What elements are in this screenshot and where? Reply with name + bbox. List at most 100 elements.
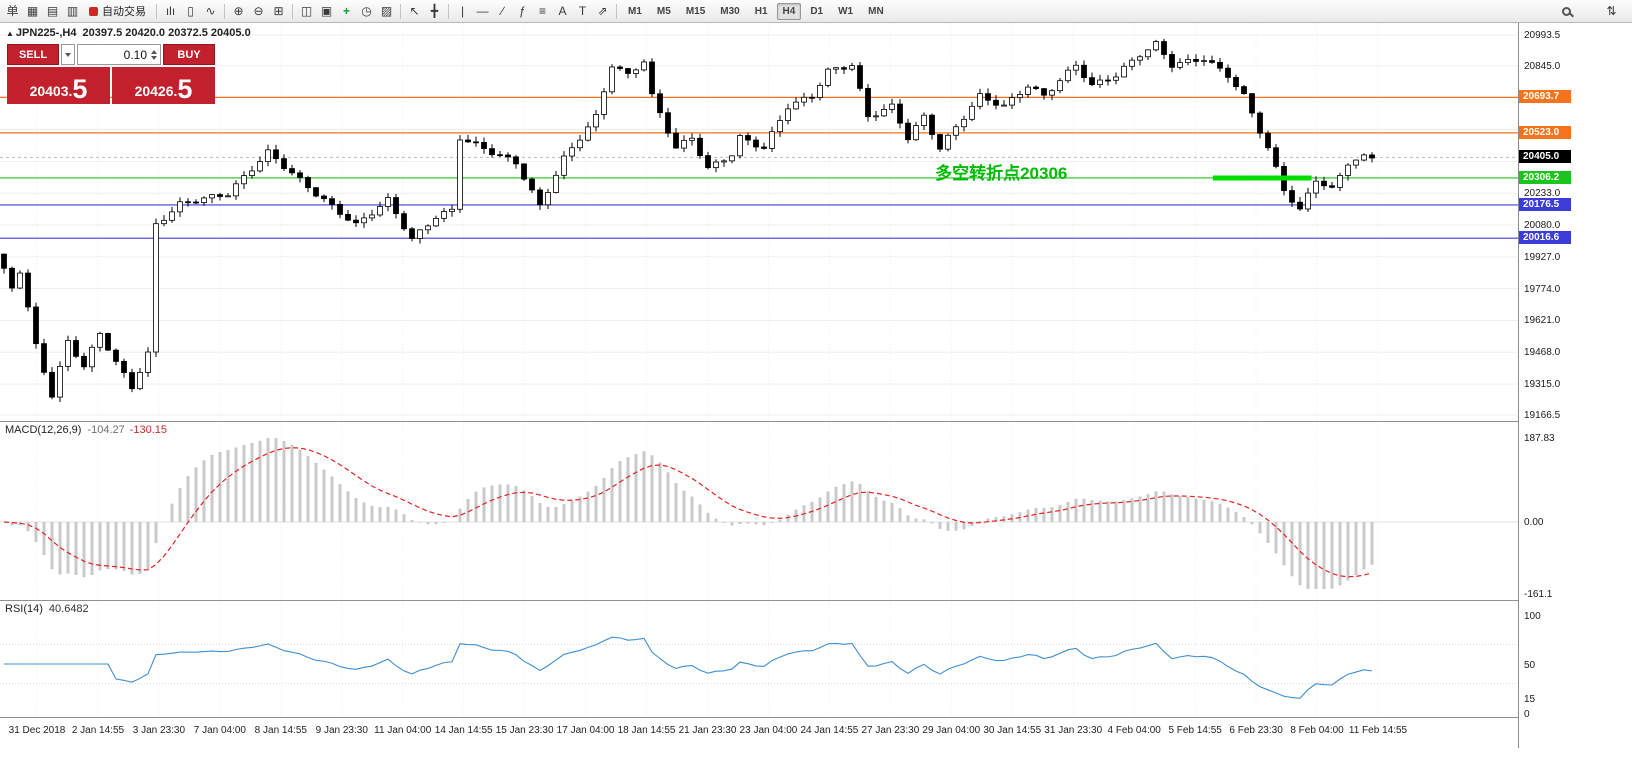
macd-value-main: -104.27	[87, 424, 125, 436]
periodicity-icon[interactable]: ◷	[361, 4, 372, 18]
arrows-icon[interactable]: ⇗	[597, 4, 608, 18]
timeframe-d1[interactable]: D1	[810, 5, 824, 17]
toolbar-separator	[224, 3, 225, 19]
tile-windows-icon[interactable]: ⊞	[273, 4, 284, 18]
autotrade-button[interactable]: 自动交易	[83, 2, 152, 21]
axis-label: 20233.0	[1524, 188, 1561, 200]
price-chart-panel[interactable]: ▲ JPN225-,H4 20397.5 20420.0 20372.5 20405…	[0, 23, 1518, 421]
time-label: 23 Jan 04:00	[739, 725, 798, 736]
symbol-title: JPN225-,H4	[15, 27, 77, 39]
timeframe-m15[interactable]: M15	[685, 5, 706, 17]
axis-label: 19927.0	[1524, 251, 1561, 263]
level-price-tag: 20176.5	[1519, 197, 1571, 211]
timeframe-h1[interactable]: H1	[754, 5, 768, 17]
trendline-icon[interactable]: ∕	[501, 4, 504, 18]
search-icon[interactable]	[1557, 2, 1576, 21]
axis-label: -161.1	[1524, 589, 1553, 600]
sell-button[interactable]: SELL	[7, 44, 59, 65]
arrange-windows-icon[interactable]: ◫	[300, 4, 313, 18]
macd-plot[interactable]	[0, 422, 1518, 600]
chevron-down-icon	[65, 52, 71, 57]
volume-value: 0.10	[123, 47, 147, 62]
axis-label: 15	[1524, 694, 1536, 706]
zoom-in-icon[interactable]: ⊕	[233, 4, 244, 18]
rsi-plot[interactable]	[0, 601, 1518, 717]
toolbar-right-group: ⇅	[1557, 2, 1629, 21]
bar-chart-icon[interactable]: ılı	[165, 4, 176, 18]
order-type-dropdown[interactable]	[61, 44, 75, 65]
time-label: 11 Feb 14:55	[1348, 725, 1408, 736]
sell-price-main: 20403.	[29, 83, 73, 99]
timeframe-h4[interactable]: H4	[776, 2, 802, 20]
volume-input[interactable]: 0.10	[77, 44, 161, 65]
symbol-marker-icon: ▲	[6, 29, 14, 38]
macd-header: MACD(12,26,9) -104.27 -130.15	[5, 424, 167, 436]
toolbar-separator	[616, 3, 617, 19]
time-label: 15 Jan 23:30	[495, 725, 554, 736]
axis-label: 19166.5	[1524, 410, 1561, 421]
new-order-icon[interactable]: 单	[6, 4, 19, 18]
candlestick-plot[interactable]	[0, 23, 1518, 421]
spinner-up-icon	[151, 49, 157, 54]
level-price-tag: 20693.7	[1519, 90, 1571, 104]
time-label: 29 Jan 04:00	[922, 725, 981, 736]
toolbar: 单 ▦ ▤ ▥ 自动交易 ılı ▯ ∿ ⊕ ⊖ ⊞ ◫ ▣ + ◷ ▨ ↖ ╋ | — ∕ ƒ ≡ A T ⇗ M1 M5 M15 M3…	[0, 0, 1632, 23]
time-label: 24 Jan 14:55	[800, 725, 859, 736]
collapse-arrows-icon[interactable]: ⇅	[1606, 4, 1617, 18]
vertical-line-icon[interactable]: |	[460, 4, 465, 18]
axis-label: 19774.0	[1524, 283, 1561, 295]
time-label: 18 Jan 14:55	[617, 725, 676, 736]
buy-price[interactable]: 20426. 5	[112, 67, 215, 104]
timeframe-w1[interactable]: W1	[838, 5, 854, 17]
time-label: 14 Jan 14:55	[434, 725, 493, 736]
time-label: 30 Jan 14:55	[983, 725, 1042, 736]
volume-spinner[interactable]	[151, 49, 157, 60]
rsi-header: RSI(14) 40.6482	[5, 603, 89, 615]
line-chart-icon[interactable]: ∿	[205, 4, 216, 18]
templates-icon[interactable]: ▨	[380, 4, 393, 18]
autotrade-label: 自动交易	[102, 6, 146, 18]
time-label: 31 Dec 2018	[8, 725, 66, 736]
axis-label: 0	[1524, 709, 1530, 720]
text-icon[interactable]: A	[558, 4, 567, 18]
axis-label: 20845.0	[1524, 60, 1561, 72]
equidistant-channel-icon[interactable]: ≡	[538, 4, 546, 18]
candlestick-chart-icon[interactable]: ▯	[187, 4, 194, 18]
plot-column: ▲ JPN225-,H4 20397.5 20420.0 20372.5 20405…	[0, 23, 1518, 745]
chart-window-icon[interactable]: ▦	[26, 4, 39, 18]
time-label: 5 Feb 14:55	[1168, 725, 1222, 736]
time-label: 9 Jan 23:30	[315, 725, 368, 736]
axis-label: 20080.0	[1524, 220, 1561, 231]
sell-price[interactable]: 20403. 5	[7, 67, 110, 104]
timeframe-mn[interactable]: MN	[868, 5, 884, 17]
cursor-icon[interactable]: ↖	[409, 4, 420, 18]
toolbar-separator	[448, 3, 449, 19]
crosshair-icon[interactable]: ╋	[430, 4, 439, 18]
timeframe-m5[interactable]: M5	[656, 5, 671, 17]
macd-panel[interactable]: MACD(12,26,9) -104.27 -130.15	[0, 421, 1518, 600]
zoom-out-icon[interactable]: ⊖	[253, 4, 264, 18]
fibonacci-icon[interactable]: ƒ	[519, 4, 526, 18]
cascade-windows-icon[interactable]: ▣	[320, 4, 333, 18]
chart-annotation: 多空转折点20306	[935, 164, 1068, 184]
toolbar-separator	[400, 3, 401, 19]
horizontal-line-icon[interactable]: —	[476, 4, 489, 18]
buy-button[interactable]: BUY	[163, 44, 215, 65]
new-chart-icon[interactable]: +	[342, 4, 350, 18]
time-label: 21 Jan 23:30	[678, 725, 737, 736]
rsi-value: 40.6482	[48, 603, 89, 615]
macd-value-signal: -130.15	[129, 424, 168, 436]
rsi-panel[interactable]: RSI(14) 40.6482	[0, 600, 1518, 717]
one-click-trading-widget: SELL 0.10 BUY 20403. 5 20426. 5	[7, 44, 215, 104]
market-watch-icon[interactable]: ▤	[46, 4, 59, 18]
macd-title: MACD(12,26,9)	[5, 424, 82, 436]
label-icon[interactable]: T	[578, 4, 587, 18]
time-label: 7 Jan 04:00	[193, 725, 246, 736]
axis-label: 50	[1524, 660, 1536, 671]
time-label: 3 Jan 23:30	[132, 725, 186, 736]
timeframe-m30[interactable]: M30	[720, 5, 740, 17]
data-window-icon[interactable]: ▥	[66, 4, 79, 18]
axis-label: 100	[1524, 611, 1541, 622]
timeframe-m1[interactable]: M1	[628, 5, 642, 17]
